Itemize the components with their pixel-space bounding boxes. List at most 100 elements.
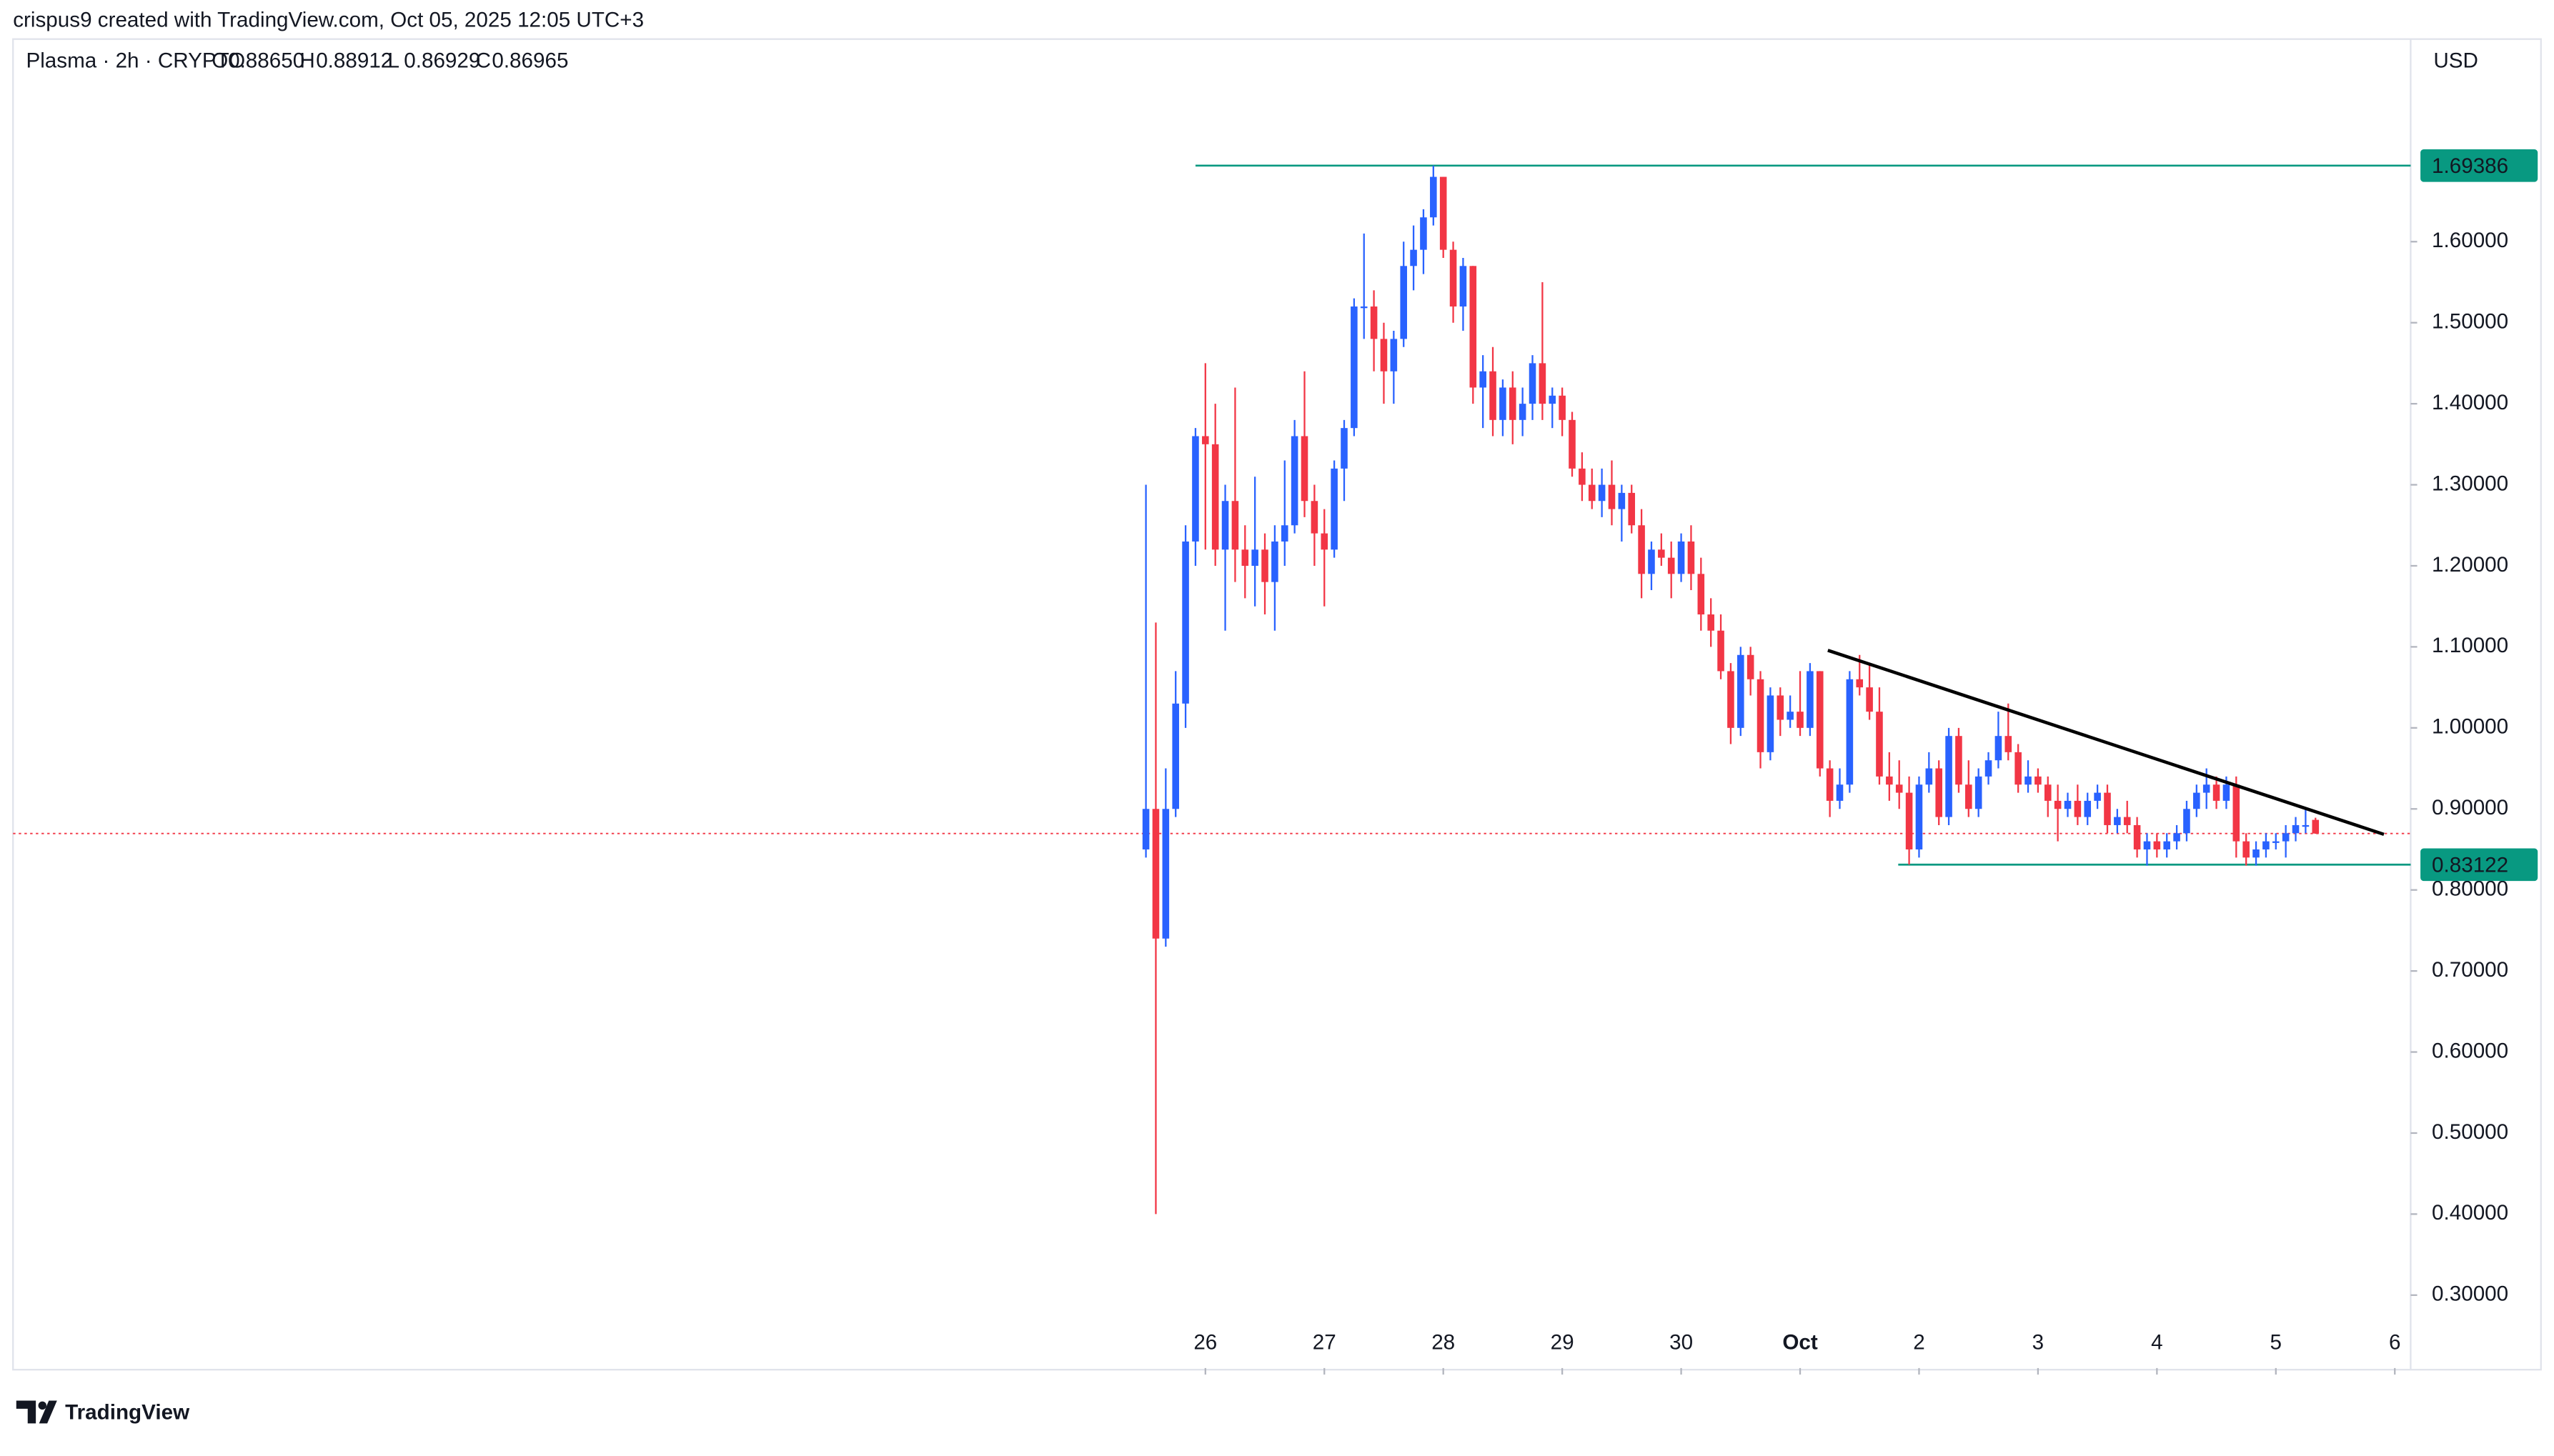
y-tick-label: 0.30000: [2432, 1282, 2508, 1306]
candle-body: [2084, 800, 2092, 817]
currency: USD: [2433, 49, 2478, 72]
y-tick-label: 1.50000: [2432, 310, 2508, 334]
candle-body: [1974, 776, 1982, 809]
candle-body: [2123, 817, 2131, 825]
candle-body: [1826, 768, 1834, 801]
candle-body: [1499, 387, 1506, 420]
x-tick-label: 26: [1193, 1331, 1217, 1355]
candle-body: [1737, 654, 1744, 728]
candle-body: [2242, 841, 2250, 858]
candle-body: [1142, 809, 1150, 849]
candle-body: [1192, 436, 1199, 542]
level-label-bg: [2420, 149, 2538, 182]
candle-body: [1182, 541, 1189, 704]
candle-body: [1984, 760, 1992, 777]
candle-body: [1628, 492, 1636, 526]
candle-body: [2153, 841, 2161, 849]
candle-body: [2312, 819, 2320, 834]
candle-body: [2044, 784, 2052, 801]
y-tick-label: 1.00000: [2432, 715, 2508, 739]
candle-body: [1727, 671, 1734, 728]
x-tick-label: 30: [1669, 1331, 1693, 1355]
candle-body: [2183, 809, 2190, 834]
candle-body: [2024, 776, 2032, 785]
candle-body: [1400, 266, 1408, 339]
candle-body: [1449, 249, 1457, 307]
candle-body: [1291, 436, 1298, 526]
x-tick-label: 3: [2032, 1331, 2044, 1355]
x-tick-label: 28: [1431, 1331, 1455, 1355]
candle-body: [2094, 792, 2101, 801]
x-tick-label: 29: [1551, 1331, 1574, 1355]
candle-body: [1836, 784, 1844, 801]
candle-body: [1331, 468, 1338, 550]
ohlc-name: L: [387, 49, 399, 72]
candle-body: [1459, 266, 1467, 307]
ohlc-value: 0.88650: [228, 49, 304, 72]
candle-body: [1925, 768, 1933, 785]
candle-body: [1489, 371, 1496, 420]
candle-body: [1559, 395, 1566, 420]
ohlc-value: 0.86965: [492, 49, 568, 72]
candle-body: [1519, 404, 1526, 420]
candle-body: [2302, 824, 2310, 827]
candle-body: [2232, 784, 2240, 842]
level-label: 0.83122: [2432, 853, 2508, 877]
candle-body: [1816, 671, 1824, 769]
candle-body: [1994, 736, 2002, 761]
candle-body: [1430, 176, 1437, 218]
candle-body: [1360, 306, 1368, 309]
candle-body: [2133, 824, 2141, 849]
y-tick-label: 1.10000: [2432, 634, 2508, 657]
candle-body: [1281, 525, 1288, 542]
candle-body: [2004, 736, 2012, 752]
candle-body: [2054, 800, 2062, 809]
candle-body: [2064, 800, 2072, 809]
candle-body: [1370, 306, 1378, 339]
x-tick-label: 27: [1313, 1331, 1336, 1355]
y-tick-label: 0.60000: [2432, 1039, 2508, 1062]
candle-body: [2074, 800, 2082, 817]
candle-body: [1261, 549, 1268, 582]
candle-body: [1341, 428, 1348, 469]
candle-body: [2173, 833, 2180, 842]
candle-body: [1767, 695, 1774, 752]
candle-body: [1746, 654, 1754, 679]
candle-body: [1965, 784, 1972, 809]
x-tick-label: 4: [2151, 1331, 2162, 1355]
candle-body: [1807, 671, 1814, 728]
candle-body: [1469, 266, 1477, 388]
candle-body: [1588, 484, 1596, 502]
candle-body: [1856, 679, 1864, 688]
y-tick-label: 0.50000: [2432, 1120, 2508, 1144]
candle-body: [1439, 176, 1447, 250]
candle-body: [1895, 784, 1903, 793]
candle-body: [1539, 363, 1546, 404]
trendline: [1827, 649, 2385, 837]
candle-body: [1311, 501, 1318, 534]
candle-body: [1271, 541, 1278, 582]
candle-body: [2114, 817, 2121, 825]
candle-body: [1221, 501, 1229, 550]
candle-body: [1162, 809, 1170, 939]
candle-body: [1172, 703, 1179, 809]
x-tick-label: 6: [2389, 1331, 2400, 1355]
candle-body: [1569, 419, 1576, 469]
candle-body: [2292, 824, 2300, 834]
candle-body: [1380, 339, 1388, 372]
candle-body: [1529, 363, 1536, 404]
candle-body: [1410, 249, 1417, 266]
y-tick-label: 0.40000: [2432, 1201, 2508, 1225]
x-tick-label: 5: [2270, 1331, 2282, 1355]
candle-body: [1905, 792, 1913, 849]
candle-body: [1677, 541, 1685, 574]
candle-body: [1420, 217, 1427, 250]
y-tick-label: 1.40000: [2432, 391, 2508, 414]
brand: TradingView: [65, 1401, 190, 1425]
candle-body: [1777, 695, 1784, 720]
x-tick-label: 2: [1913, 1331, 1924, 1355]
y-tick-label: 0.70000: [2432, 958, 2508, 982]
candle-body: [2104, 792, 2111, 825]
candle-body: [2282, 833, 2290, 842]
candle-body: [2212, 784, 2220, 801]
